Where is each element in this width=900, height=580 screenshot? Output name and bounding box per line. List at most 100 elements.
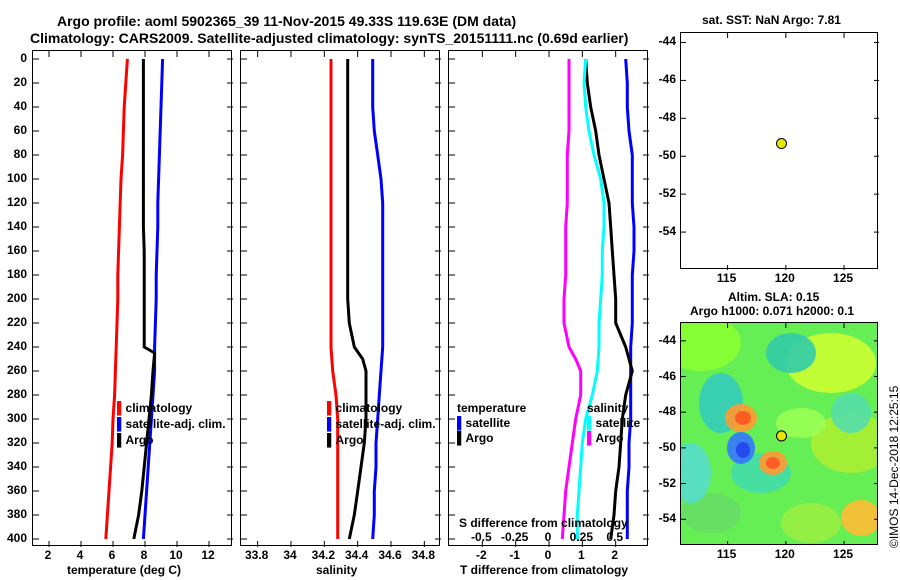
salinity-plot [241, 51, 441, 547]
x-tick-label: 34 [283, 548, 297, 562]
temperature-plot [33, 51, 233, 547]
sla-map-plot [681, 323, 877, 544]
map-x-tick-label: 115 [716, 271, 737, 285]
depth-tick-label: 80 [13, 147, 27, 161]
depth-tick-label: 300 [6, 411, 27, 425]
x-tick-label: 4 [76, 548, 84, 562]
x-tick-label: 34.8 [411, 548, 435, 562]
difference-xlabel: T difference from climatology [460, 563, 629, 577]
x-tick-label: -2 [475, 548, 487, 562]
map-y-tick-label: -46 [658, 368, 676, 383]
series-line-argo [346, 59, 368, 540]
temperature-xlabel: temperature (deg C) [67, 563, 182, 577]
depth-tick-label: 180 [6, 267, 27, 281]
s-diff-tick-label: -0.25 [500, 530, 529, 544]
sla-map-title2: Argo h1000: 0.071 h2000: 0.1 [690, 304, 855, 318]
map-y-tick-label: -44 [658, 34, 676, 49]
s-diff-tick-label: -0.5 [470, 530, 492, 544]
legend-sal-argo: Argo [595, 431, 624, 445]
map-y-tick-label: -52 [658, 186, 676, 201]
sla-anomaly-blob [841, 500, 877, 536]
header-line2: Climatology: CARS2009. Satellite-adjuste… [30, 30, 629, 46]
sla-anomaly-blob [831, 393, 871, 433]
depth-tick-label: 160 [6, 243, 27, 257]
depth-tick-label: 340 [6, 459, 27, 473]
map-y-tick-label: -48 [658, 110, 676, 125]
series-line-argo [132, 59, 157, 540]
map-x-tick-label: 115 [716, 547, 737, 561]
depth-tick-label: 40 [13, 99, 27, 113]
depth-tick-label: 100 [6, 171, 27, 185]
legend-temp-title: temperature [457, 401, 527, 415]
legend-climatology: climatology [125, 401, 193, 415]
depth-tick-label: 360 [6, 483, 27, 497]
sla-anomaly-blob [776, 408, 826, 438]
legend-temp-satellite: satellite [465, 416, 511, 430]
sla-anomaly-blob [736, 442, 750, 458]
legend-satellite: satellite-adj. clim. [125, 417, 226, 431]
legend-temp-argo: Argo [465, 431, 494, 445]
series-line-t-argo [584, 58, 634, 540]
map-x-tick-label: 125 [833, 271, 854, 285]
legend-climatology: climatology [335, 401, 403, 415]
depth-tick-label: 380 [6, 507, 27, 521]
map-x-tick-label: 120 [774, 547, 795, 561]
x-tick-label: 33.8 [244, 548, 269, 562]
s-diff-tick-label: 0 [544, 530, 552, 544]
map-y-tick-label: -48 [658, 404, 676, 419]
difference-chart: temperature ▌satellite ▌Argo salinity ▌s… [448, 50, 649, 547]
depth-tick-label: 260 [6, 363, 27, 377]
legend-sal-satellite: satellite [595, 416, 641, 430]
series-line-s-argo [560, 59, 583, 540]
sla-map-title1: Altim. SLA: 0.15 [728, 290, 820, 304]
series-line-satellite-adj-clim- [141, 58, 165, 540]
depth-tick-label: 20 [13, 75, 27, 89]
imos-watermark: ©IMOS 14-Dec-2018 12:25:15 [887, 385, 900, 548]
map-y-tick-label: -44 [658, 332, 676, 347]
difference-legend-salinity: salinity ▌satellite ▌Argo [587, 401, 641, 445]
sla-anomaly-blob [781, 503, 841, 543]
series-line-t-satellite [624, 58, 636, 539]
depth-tick-label: 240 [6, 339, 27, 353]
sla-anomaly-blob [681, 443, 711, 503]
map-y-tick-label: -54 [658, 224, 676, 239]
argo-float-marker [776, 138, 788, 150]
sla-anomaly-blob [766, 333, 816, 373]
depth-tick-label: 60 [13, 123, 27, 137]
legend-sal-title: salinity [587, 401, 629, 415]
x-tick-label: 34.2 [311, 548, 335, 562]
header-line1: Argo profile: aoml 5902365_39 11-Nov-201… [57, 13, 517, 29]
series-line-satellite-adj-clim- [371, 59, 385, 540]
map-y-tick-label: -46 [658, 72, 676, 87]
map-x-tick-label: 120 [774, 271, 795, 285]
argo-float-marker [776, 430, 788, 442]
x-tick-label: 2 [611, 548, 618, 562]
sla-anomaly-blob [681, 323, 741, 371]
x-tick-label: 12 [201, 548, 215, 562]
s-difference-label: S difference from climatology [459, 516, 628, 530]
temperature-legend: ▌climatology ▌satellite-adj. clim. ▌Argo [117, 401, 226, 447]
s-diff-tick-label: 0.5 [606, 530, 623, 544]
x-tick-label: 34.6 [378, 548, 402, 562]
map-y-tick-label: -50 [658, 439, 676, 454]
x-tick-label: 8 [140, 548, 148, 562]
difference-legend-temperature: temperature ▌satellite ▌Argo [457, 401, 527, 445]
map-y-tick-label: -54 [658, 511, 676, 526]
map-x-tick-label: 125 [833, 547, 854, 561]
series-line-climatology [104, 58, 129, 540]
depth-tick-label: 200 [6, 291, 27, 305]
sst-map [680, 32, 879, 270]
x-tick-label: -1 [509, 548, 520, 562]
depth-tick-label: 400 [6, 531, 27, 545]
sst-map-title: sat. SST: NaN Argo: 7.81 [702, 13, 841, 27]
salinity-chart: ▌climatology ▌satellite-adj. clim. ▌Argo [240, 50, 441, 547]
legend-satellite: satellite-adj. clim. [335, 417, 436, 431]
x-tick-label: 0 [544, 548, 552, 562]
x-tick-label: 6 [108, 548, 116, 562]
depth-tick-label: 320 [6, 435, 27, 449]
depth-tick-label: 280 [6, 387, 27, 401]
x-tick-label: 34.4 [344, 548, 369, 562]
salinity-legend: ▌climatology ▌satellite-adj. clim. ▌Argo [327, 401, 436, 447]
series-line-s-satellite [575, 58, 606, 539]
sla-anomaly-blob [766, 457, 780, 469]
